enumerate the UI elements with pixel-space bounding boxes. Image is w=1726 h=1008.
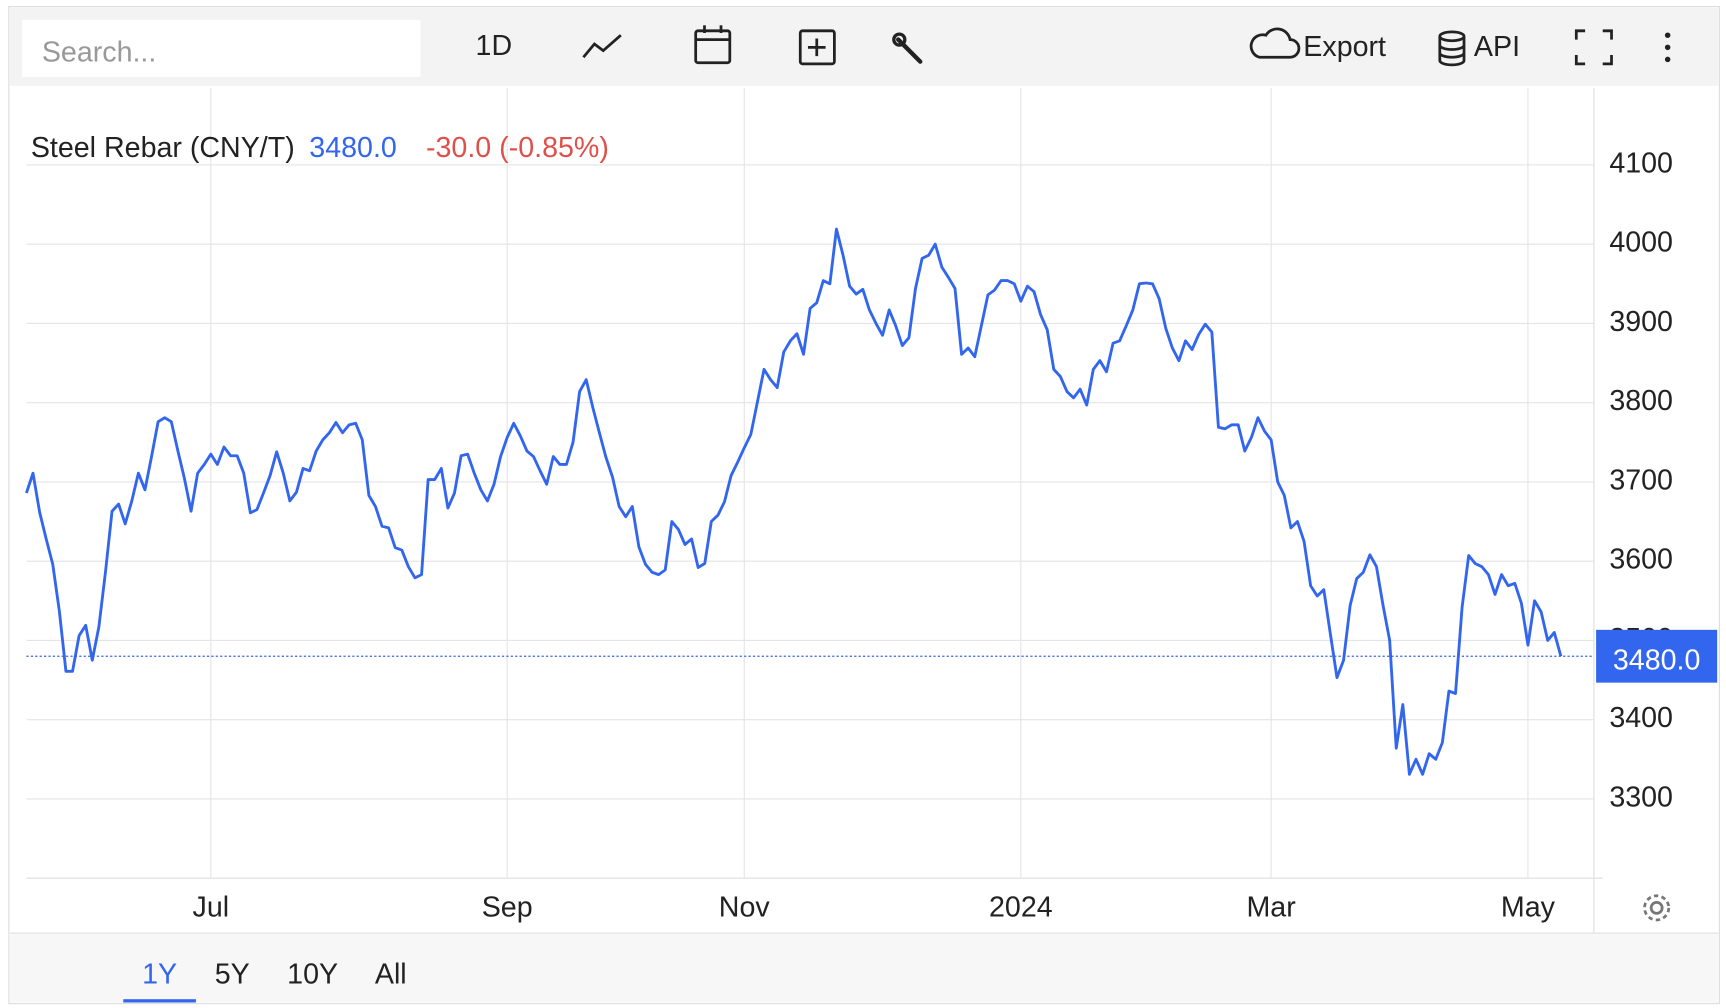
x-tick-label: Nov: [719, 892, 771, 924]
y-tick-label: 3300: [1609, 781, 1673, 813]
y-tick-label: 4100: [1609, 147, 1673, 179]
last-price-badge-label: 3480.0: [1613, 644, 1701, 676]
search-box[interactable]: [22, 19, 421, 78]
export-button[interactable]: Export: [1303, 31, 1386, 63]
range-button[interactable]: All: [375, 959, 407, 991]
range-buttons: 1Y 5Y 10Y All: [123, 959, 407, 1003]
grid: [26, 88, 1594, 879]
tools-icon[interactable]: [892, 32, 923, 64]
last-price-badge: [1596, 629, 1718, 683]
y-tick-label: 3800: [1609, 385, 1673, 417]
x-tick-label: Sep: [482, 892, 533, 924]
x-tick-label: Mar: [1246, 892, 1296, 924]
y-tick-label: 3700: [1609, 464, 1673, 496]
search-placeholder[interactable]: Search...: [42, 36, 157, 68]
settings-icon[interactable]: [1643, 894, 1671, 922]
widget-frame: [8, 6, 1720, 1005]
chart-type-icon[interactable]: [582, 34, 622, 59]
range-button[interactable]: 1Y: [142, 959, 177, 991]
y-tick-label: 3400: [1609, 702, 1673, 734]
chart-title: Steel Rebar (CNY/T): [31, 132, 295, 164]
x-tick-label: May: [1501, 892, 1556, 924]
api-icon[interactable]: [1438, 30, 1466, 67]
calendar-icon[interactable]: [694, 25, 732, 65]
price-line: [25, 227, 1563, 776]
menu-icon[interactable]: [1664, 32, 1671, 63]
change-label: -30.0 (-0.85%): [426, 132, 609, 164]
fullscreen-icon[interactable]: [1574, 29, 1613, 66]
y-tick-label: 4000: [1609, 227, 1673, 259]
range-active-underline: [123, 999, 196, 1003]
y-tick-label: 3900: [1609, 306, 1673, 338]
y-tick-label: 3600: [1609, 544, 1673, 576]
range-button[interactable]: 10Y: [287, 959, 338, 991]
range-button[interactable]: 5Y: [215, 959, 250, 991]
plot: [25, 227, 1594, 776]
interval-button[interactable]: 1D: [476, 30, 513, 62]
api-button[interactable]: API: [1474, 31, 1520, 63]
range-bar: [9, 934, 1719, 1003]
x-tick-label: 2024: [989, 892, 1053, 924]
x-tick-label: Jul: [193, 892, 230, 924]
add-icon[interactable]: [798, 29, 836, 66]
export-icon[interactable]: [1249, 27, 1301, 59]
price-label: 3480.0: [309, 132, 397, 164]
